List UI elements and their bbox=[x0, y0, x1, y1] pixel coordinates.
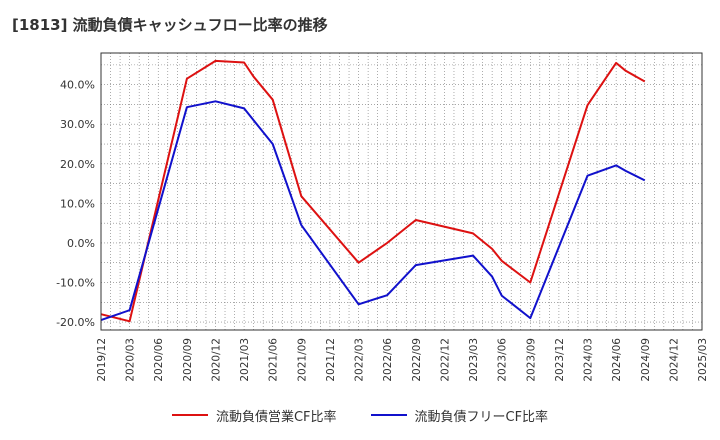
y-tick-label: 30.0% bbox=[60, 118, 95, 131]
legend: 流動負債営業CF比率 流動負債フリーCF比率 bbox=[0, 403, 720, 427]
y-tick-label: 20.0% bbox=[60, 158, 95, 171]
y-tick-label: 10.0% bbox=[60, 197, 95, 210]
x-tick-label: 2024/09 bbox=[640, 338, 652, 382]
chart-title: [1813] 流動負債キャッシュフロー比率の推移 bbox=[12, 16, 328, 34]
x-tick-label: 2021/06 bbox=[268, 338, 280, 382]
x-tick-label: 2019/12 bbox=[96, 338, 108, 382]
series-line-free-cf bbox=[100, 100, 646, 322]
y-tick-label: 0.0% bbox=[67, 237, 95, 250]
x-tick-label: 2022/06 bbox=[382, 338, 394, 382]
x-axis-tick-labels: 2019/12 2020/03 2020/06 2020/09 2020/12 2021/… bbox=[96, 338, 709, 382]
x-tick-label: 2023/09 bbox=[525, 338, 537, 382]
legend-swatch-operating-cf bbox=[171, 414, 208, 416]
y-tick-label: 40.0% bbox=[60, 79, 95, 92]
x-tick-label: 2020/09 bbox=[182, 338, 194, 382]
grid-lines bbox=[101, 53, 702, 330]
x-tick-label: 2023/12 bbox=[554, 338, 566, 382]
x-tick-label: 2021/03 bbox=[239, 338, 251, 382]
y-axis-tick-labels: -20.0% -10.0% 0.0% 10.0% 20.0% 30.0% 40.0% bbox=[56, 79, 95, 329]
legend-label-operating-cf: 流動負債営業CF比率 bbox=[215, 409, 337, 425]
x-tick-label: 2022/12 bbox=[439, 338, 451, 382]
x-tick-label: 2020/12 bbox=[210, 338, 222, 382]
x-tick-label: 2022/09 bbox=[411, 338, 423, 382]
data-series-lines bbox=[100, 59, 646, 323]
legend-item-free-cf: 流動負債フリーCF比率 bbox=[370, 406, 549, 425]
legend-item-operating-cf: 流動負債営業CF比率 bbox=[171, 406, 337, 425]
x-tick-label: 2020/06 bbox=[153, 338, 165, 382]
series-line-operating-cf bbox=[100, 59, 646, 323]
x-tick-label: 2024/03 bbox=[583, 338, 595, 382]
legend-swatch-free-cf bbox=[370, 414, 407, 416]
x-tick-label: 2023/06 bbox=[497, 338, 509, 382]
x-tick-label: 2023/03 bbox=[468, 338, 480, 382]
x-tick-label: 2021/09 bbox=[296, 338, 308, 382]
y-tick-label: -20.0% bbox=[56, 316, 95, 329]
x-tick-label: 2024/12 bbox=[668, 338, 680, 382]
x-tick-label: 2022/03 bbox=[354, 338, 366, 382]
y-tick-label: -10.0% bbox=[56, 277, 95, 290]
x-tick-label: 2024/06 bbox=[611, 338, 623, 382]
x-tick-label: 2021/12 bbox=[325, 338, 337, 382]
legend-label-free-cf: 流動負債フリーCF比率 bbox=[414, 409, 549, 425]
plot-area-frame bbox=[100, 52, 703, 331]
x-tick-label: 2020/03 bbox=[125, 338, 137, 382]
x-tick-label: 2025/03 bbox=[697, 338, 709, 382]
line-chart: -20.0% -10.0% 0.0% 10.0% 20.0% 30.0% 40.0% 201… bbox=[56, 52, 709, 382]
